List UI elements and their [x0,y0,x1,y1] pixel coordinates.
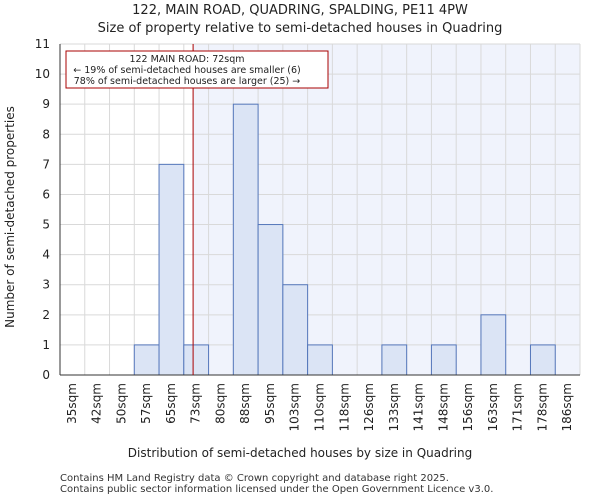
x-tick-label: 163sqm [486,383,500,431]
x-tick-label: 88sqm [238,383,252,424]
histogram-bar [282,284,309,376]
y-tick-label: 3 [42,278,50,292]
y-tick-label: 8 [42,127,50,141]
annotation-line: 122 MAIN ROAD: 72sqm [129,54,244,65]
chart-title-line2: Size of property relative to semi-detach… [97,21,503,36]
x-tick-label: 118sqm [337,383,351,431]
bars-group [133,103,556,376]
x-tick-label: 110sqm [313,383,327,431]
y-tick-label: 1 [42,338,50,352]
histogram-bar [480,314,507,376]
y-tick-label: 4 [42,248,50,262]
histogram-bar [307,344,333,376]
annotation-box [65,50,329,89]
x-tick-label: 186sqm [560,383,574,431]
x-tick-labels: 35sqm 42sqm 50sqm 57sqm 65sqm 73sqm 80sqm 88sqm… [65,383,574,431]
histogram-bar [232,103,259,376]
y-tick-label: 9 [42,97,50,111]
chart-title-line1: 122, MAIN ROAD, QUADRING, SPALDING, PE11… [132,3,468,18]
x-tick-label: 42sqm [90,383,104,424]
y-tick-label: 5 [42,218,50,232]
footer-copyright: Contains HM Land Registry data © Crown c… [60,473,449,484]
y-tick-label: 7 [42,157,50,171]
histogram-bar [183,344,210,376]
x-tick-label: 178sqm [535,383,549,431]
histogram-bar [529,344,556,376]
marker-annotation: 122 MAIN ROAD: 72sqm← 19% of semi-detach… [65,50,329,89]
histogram-bar [381,344,408,376]
x-tick-label: 50sqm [114,383,128,424]
y-tick-label: 6 [42,187,50,201]
x-tick-label: 103sqm [288,383,302,431]
histogram-bar [158,163,185,376]
y-tick-label: 2 [42,308,50,322]
annotation-line: ← 19% of semi-detached houses are smalle… [73,65,301,76]
footer-licence: Contains public sector information licen… [60,484,494,495]
x-tick-label: 171sqm [511,383,525,431]
x-tick-label: 35sqm [65,383,79,424]
y-tick-label: 0 [42,368,50,382]
y-axis-label: Number of semi-detached properties [3,106,17,328]
x-tick-label: 80sqm [213,383,227,424]
x-tick-label: 65sqm [164,383,178,424]
y-tick-label: 10 [35,67,50,81]
y-tick-labels: 0 1 2 3 4 5 6 7 8 9 10 11 [35,37,50,382]
histogram-bar [257,224,284,376]
x-tick-label: 141sqm [412,383,426,431]
histogram-bar [430,344,457,376]
y-tick-label: 11 [35,37,50,51]
x-axis-label: Distribution of semi-detached houses by … [128,446,472,460]
x-tick-label: 133sqm [387,383,401,431]
x-tick-label: 95sqm [263,383,277,424]
x-tick-label: 148sqm [436,383,450,431]
x-tick-label: 73sqm [189,383,203,424]
histogram-bar [133,344,160,376]
x-tick-label: 156sqm [461,383,475,431]
x-tick-label: 57sqm [139,383,153,424]
x-tick-label: 126sqm [362,383,376,431]
axes [59,44,580,376]
annotation-line: 78% of semi-detached houses are larger (… [74,76,301,87]
